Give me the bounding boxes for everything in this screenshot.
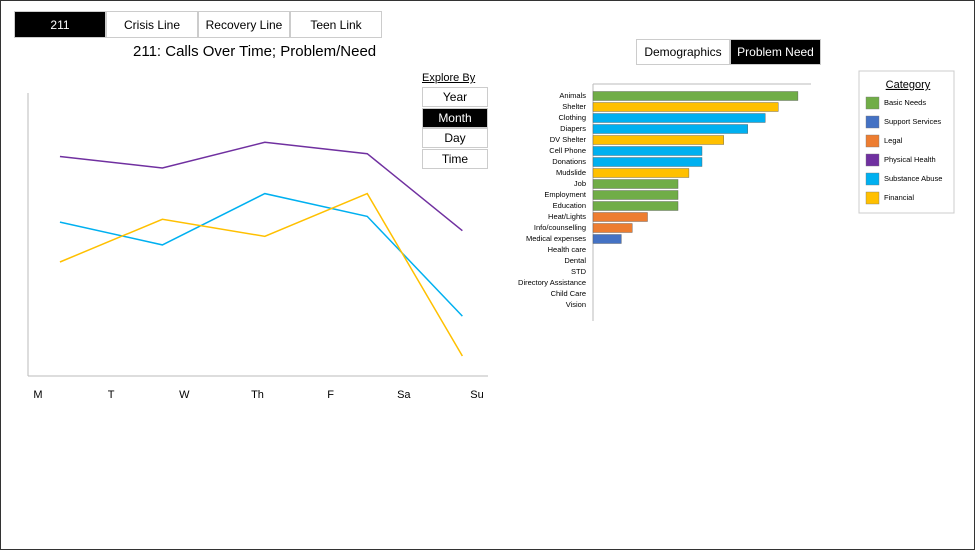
x-tick-label: Th bbox=[251, 389, 264, 401]
bar bbox=[592, 157, 703, 167]
legend-label: Basic Needs bbox=[884, 98, 926, 107]
button[interactable]: Month bbox=[422, 107, 488, 128]
bar bbox=[592, 91, 799, 101]
bar bbox=[592, 234, 622, 244]
bar bbox=[592, 201, 679, 211]
x-tick-label: Su bbox=[470, 389, 483, 401]
y-tick-label: Medical expenses bbox=[526, 234, 586, 243]
x-tick-label: F bbox=[327, 389, 334, 401]
legend-swatch bbox=[865, 172, 880, 186]
legend-swatch bbox=[865, 191, 880, 205]
bar bbox=[592, 190, 679, 200]
legend-swatch bbox=[865, 134, 880, 148]
button[interactable]: 211 bbox=[14, 11, 106, 38]
bar bbox=[592, 146, 703, 156]
button[interactable]: Teen Link bbox=[290, 11, 382, 38]
x-tick-label: Sa bbox=[397, 389, 411, 401]
line-series bbox=[59, 192, 463, 317]
button[interactable]: Year bbox=[422, 87, 488, 107]
legend-swatch bbox=[865, 115, 880, 129]
legend-title: Category bbox=[886, 79, 931, 91]
x-tick-label: W bbox=[179, 389, 190, 401]
legend-label: Support Services bbox=[884, 117, 941, 126]
y-tick-label: Directory Assistance bbox=[518, 278, 586, 287]
y-tick-label: STD bbox=[571, 267, 587, 276]
y-tick-label: Clothing bbox=[558, 113, 586, 122]
y-tick-label: Shelter bbox=[562, 102, 586, 111]
bar bbox=[592, 102, 779, 112]
legend-label: Financial bbox=[884, 193, 914, 202]
bar bbox=[592, 135, 725, 145]
bar bbox=[592, 124, 748, 134]
line-series bbox=[59, 141, 463, 232]
y-tick-label: Employment bbox=[544, 190, 587, 199]
bar bbox=[592, 179, 679, 189]
y-tick-label: Cell Phone bbox=[549, 146, 586, 155]
legend-swatch bbox=[865, 96, 880, 110]
y-tick-label: Info/counselling bbox=[534, 223, 586, 232]
bar bbox=[592, 223, 633, 233]
y-tick-label: Job bbox=[574, 179, 586, 188]
legend-label: Substance Abuse bbox=[884, 174, 942, 183]
bar bbox=[592, 113, 766, 123]
bar bbox=[592, 168, 690, 178]
y-tick-label: Animals bbox=[559, 91, 586, 100]
legend-label: Physical Health bbox=[884, 155, 936, 164]
legend-label: Legal bbox=[884, 136, 903, 145]
y-tick-label: Health care bbox=[548, 245, 586, 254]
y-tick-label: Vision bbox=[566, 300, 586, 309]
legend-swatch bbox=[865, 153, 880, 167]
x-tick-label: M bbox=[33, 389, 42, 401]
y-tick-label: Heat/Lights bbox=[548, 212, 586, 221]
y-tick-label: Dental bbox=[564, 256, 586, 265]
y-tick-label: Child Care bbox=[551, 289, 586, 298]
bar bbox=[592, 212, 648, 222]
button[interactable]: Problem Need bbox=[730, 39, 821, 65]
line-series bbox=[59, 192, 464, 357]
button[interactable]: Crisis Line bbox=[106, 11, 198, 38]
button[interactable]: Time bbox=[422, 148, 488, 169]
heading: 211: Calls Over Time; Problem/Need bbox=[133, 43, 377, 60]
x-tick-label: T bbox=[108, 389, 115, 401]
explore-title: Explore By bbox=[422, 72, 476, 84]
button[interactable]: Demographics bbox=[636, 39, 730, 65]
y-tick-label: DV Shelter bbox=[550, 135, 587, 144]
y-tick-label: Diapers bbox=[560, 124, 586, 133]
button[interactable]: Recovery Line bbox=[198, 11, 290, 38]
y-tick-label: Donations bbox=[552, 157, 586, 166]
button[interactable]: Day bbox=[422, 128, 488, 148]
y-tick-label: Mudslide bbox=[556, 168, 586, 177]
y-tick-label: Education bbox=[553, 201, 586, 210]
